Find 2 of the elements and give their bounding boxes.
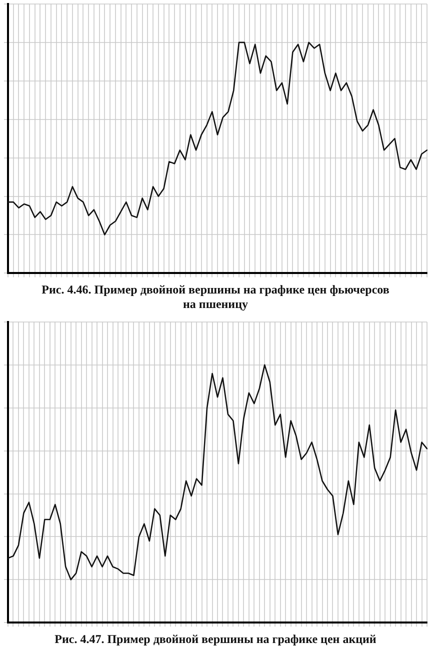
text: Рис. 4.46. Пример двойной вершины на графике цен фьючерсов на пшеницу <box>42 282 390 311</box>
text: Рис. 4.47. Пример двойной вершины на графике цен акций <box>54 632 376 646</box>
